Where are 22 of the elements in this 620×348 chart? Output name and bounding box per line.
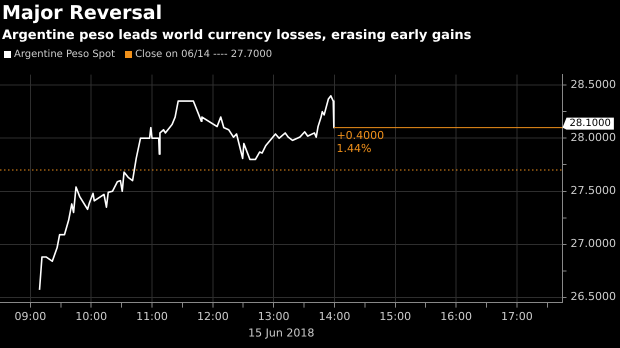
y-tick-label: 26.5000 <box>570 290 616 304</box>
legend-label: Close on 06/14 ---- 27.7000 <box>135 49 272 60</box>
x-axis-title: 15 Jun 2018 <box>248 326 314 340</box>
y-tick-label: 27.5000 <box>570 184 616 198</box>
x-tick-label: 15:00 <box>379 310 412 324</box>
y-tick-label: 28.5000 <box>570 78 616 92</box>
x-tick-label: 09:00 <box>14 310 46 324</box>
y-tick-label: 27.0000 <box>570 237 616 250</box>
ref-line-label: 28.1000 <box>570 118 611 130</box>
x-tick-label: 10:00 <box>75 310 108 324</box>
annotation: 1.44% <box>336 142 372 155</box>
chart-subtitle: Argentine peso leads world currency losses, erasing early gains <box>2 28 472 43</box>
chart-title: Major Reversal <box>2 2 162 24</box>
x-tick-label: 16:00 <box>440 310 472 324</box>
x-tick-label: 13:00 <box>258 310 290 324</box>
x-tick-label: 14:00 <box>318 310 350 324</box>
x-tick-label: 11:00 <box>136 310 168 324</box>
x-tick-label: 17:00 <box>501 310 533 324</box>
legend-label: Argentine Peso Spot <box>14 49 116 60</box>
y-tick-label: 28.0000 <box>570 131 616 144</box>
annotation: +0.4000 <box>336 128 384 142</box>
x-tick-label: 12:00 <box>196 310 229 324</box>
